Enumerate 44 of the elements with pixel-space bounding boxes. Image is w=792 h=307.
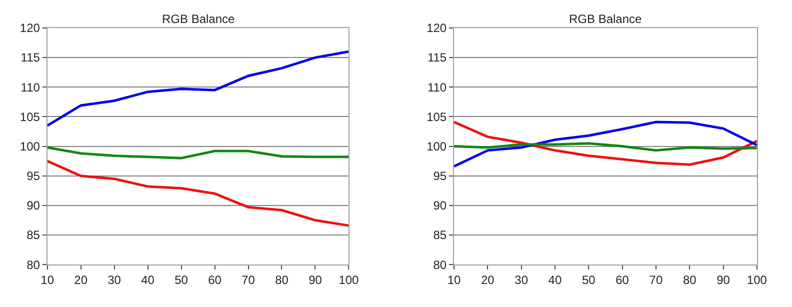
chart-title: RGB Balance: [162, 12, 236, 26]
x-tick-label: 20: [480, 273, 495, 287]
x-tick-label: 40: [548, 273, 562, 287]
x-tick-label: 20: [74, 273, 88, 287]
line-series: [47, 146, 349, 160]
x-tick-label: 70: [242, 273, 256, 287]
y-tick-label: 80: [433, 258, 447, 272]
y-tick-label: 90: [26, 198, 40, 213]
y-tick-label: 100: [426, 139, 447, 154]
x-tick-label: 90: [308, 273, 322, 287]
y-tick-label: 105: [20, 110, 40, 124]
y-tick-label: 100: [20, 139, 40, 154]
line-series: [454, 142, 757, 152]
x-tick-label: 100: [338, 273, 360, 287]
y-tick-label: 115: [427, 50, 447, 65]
x-tick-label: 70: [649, 273, 663, 287]
x-tick-label: 100: [746, 273, 768, 287]
x-tick-label: 60: [616, 273, 630, 287]
y-tick-label: 105: [426, 110, 447, 124]
x-tick-label: 10: [447, 273, 462, 287]
y-tick-label: 95: [26, 169, 40, 184]
x-tick-label: 80: [275, 273, 289, 287]
x-tick-label: 60: [208, 273, 222, 287]
y-tick-label: 120: [426, 21, 447, 36]
x-tick-label: 80: [682, 273, 697, 287]
x-tick-label: 90: [716, 273, 730, 287]
x-tick-label: 30: [514, 273, 528, 287]
x-tick-label: 10: [40, 273, 54, 287]
x-tick-label: 50: [582, 273, 596, 287]
x-tick-label: 40: [141, 273, 155, 287]
line-series: [47, 160, 349, 227]
y-tick-label: 110: [427, 80, 447, 94]
y-tick-label: 80: [26, 258, 40, 272]
y-tick-label: 90: [433, 198, 447, 213]
y-tick-label: 85: [26, 228, 40, 242]
y-tick-label: 95: [433, 169, 447, 184]
y-tick-label: 110: [20, 80, 40, 94]
line-series: [47, 50, 349, 127]
y-tick-label: 115: [20, 50, 40, 65]
y-tick-label: 85: [433, 228, 447, 242]
chart-title: RGB Balance: [569, 12, 642, 26]
y-tick-label: 120: [20, 21, 40, 36]
x-tick-label: 30: [108, 273, 122, 287]
x-tick-label: 50: [174, 273, 188, 287]
